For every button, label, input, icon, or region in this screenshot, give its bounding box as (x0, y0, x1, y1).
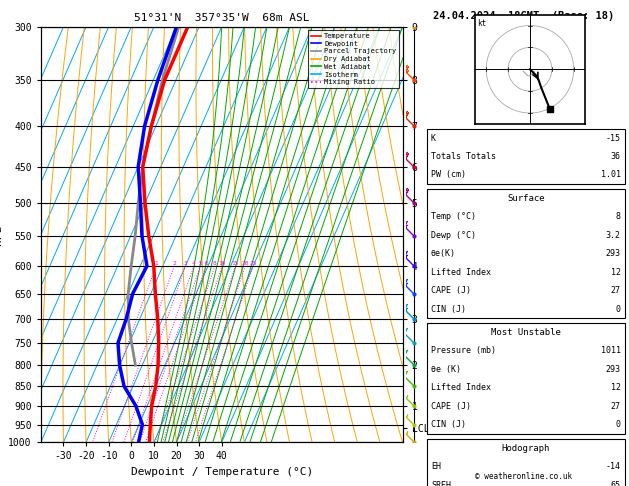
Text: 25: 25 (249, 261, 257, 266)
Text: 0: 0 (616, 420, 621, 429)
Text: 8: 8 (616, 212, 621, 221)
Text: θe (K): θe (K) (431, 365, 461, 374)
Text: 2: 2 (172, 261, 176, 266)
Text: Lifted Index: Lifted Index (431, 383, 491, 392)
Text: 3: 3 (184, 261, 187, 266)
Text: SREH: SREH (431, 481, 451, 486)
Bar (426, 189, 625, 318)
Text: 24.04.2024  18GMT  (Base: 18): 24.04.2024 18GMT (Base: 18) (433, 11, 615, 21)
Text: 27: 27 (611, 286, 621, 295)
Text: 1011: 1011 (601, 347, 621, 355)
Text: θe(K): θe(K) (431, 249, 456, 258)
Text: 8: 8 (213, 261, 217, 266)
Text: 5: 5 (199, 261, 203, 266)
Text: K: K (431, 134, 436, 142)
Text: 15: 15 (231, 261, 239, 266)
Text: 293: 293 (606, 249, 621, 258)
Text: CAPE (J): CAPE (J) (431, 402, 471, 411)
Text: CIN (J): CIN (J) (431, 420, 466, 429)
Text: 10: 10 (218, 261, 226, 266)
Text: 12: 12 (611, 383, 621, 392)
Text: CIN (J): CIN (J) (431, 305, 466, 313)
Text: 27: 27 (611, 402, 621, 411)
Text: Totals Totals: Totals Totals (431, 152, 496, 161)
Text: -15: -15 (606, 134, 621, 142)
Text: 0: 0 (616, 305, 621, 313)
X-axis label: Dewpoint / Temperature (°C): Dewpoint / Temperature (°C) (131, 467, 313, 477)
Text: Temp (°C): Temp (°C) (431, 212, 476, 221)
Text: -14: -14 (606, 462, 621, 471)
Text: 1.01: 1.01 (601, 171, 621, 179)
Text: 293: 293 (606, 365, 621, 374)
Title: 51°31'N  357°35'W  68m ASL: 51°31'N 357°35'W 68m ASL (134, 13, 309, 23)
Y-axis label: km
ASL: km ASL (445, 235, 463, 256)
Text: PW (cm): PW (cm) (431, 171, 466, 179)
Text: EH: EH (431, 462, 441, 471)
Text: Surface: Surface (507, 194, 545, 203)
Text: Pressure (mb): Pressure (mb) (431, 347, 496, 355)
Text: 20: 20 (242, 261, 249, 266)
Text: Dewp (°C): Dewp (°C) (431, 231, 476, 240)
Text: Most Unstable: Most Unstable (491, 328, 560, 337)
Text: 1: 1 (154, 261, 158, 266)
Text: Hodograph: Hodograph (501, 444, 550, 452)
Text: 36: 36 (611, 152, 621, 161)
Text: Lifted Index: Lifted Index (431, 268, 491, 277)
Bar (426, 129, 625, 184)
Bar (426, 439, 625, 486)
Text: 12: 12 (611, 268, 621, 277)
Legend: Temperature, Dewpoint, Parcel Trajectory, Dry Adiabat, Wet Adiabat, Isotherm, Mi: Temperature, Dewpoint, Parcel Trajectory… (308, 30, 399, 88)
Text: 65: 65 (611, 481, 621, 486)
Text: CAPE (J): CAPE (J) (431, 286, 471, 295)
Bar (426, 323, 625, 434)
Text: © weatheronline.co.uk: © weatheronline.co.uk (475, 472, 572, 481)
Text: 3.2: 3.2 (606, 231, 621, 240)
Text: 6: 6 (204, 261, 208, 266)
Text: 4: 4 (192, 261, 196, 266)
Y-axis label: hPa: hPa (0, 225, 3, 244)
